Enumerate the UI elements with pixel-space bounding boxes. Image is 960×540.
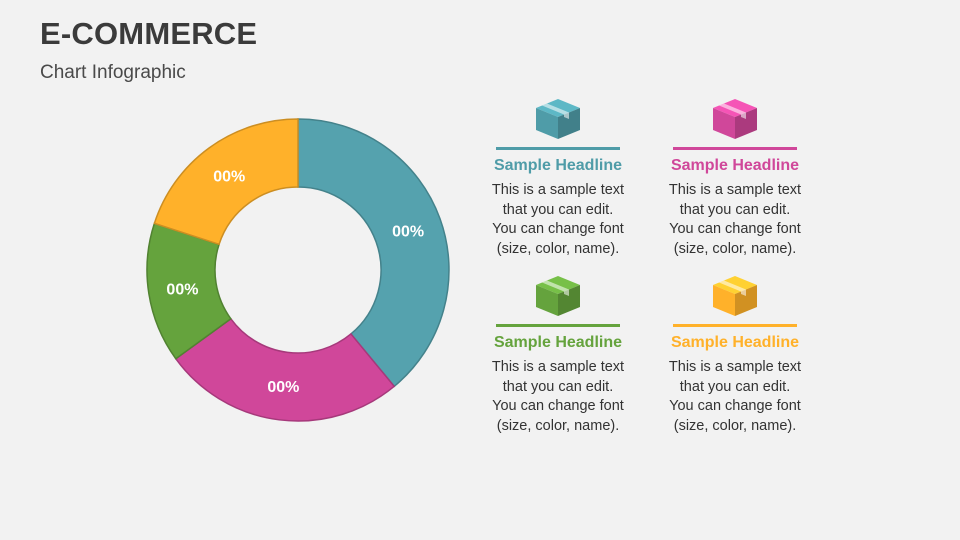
card-divider — [673, 147, 797, 150]
card-body-text: This is a sample text that you can edit.… — [491, 359, 625, 434]
info-card-2: Sample Headline This is a sample text th… — [645, 97, 825, 259]
box-icon — [536, 99, 580, 139]
donut-slice-label-4: 00% — [213, 168, 245, 185]
card-body-text: This is a sample text that you can edit.… — [491, 182, 625, 257]
page-title: E-COMMERCE — [40, 16, 258, 51]
box-icon — [713, 276, 757, 316]
info-card-4: Sample Headline This is a sample text th… — [645, 274, 825, 436]
info-card-3: Sample Headline This is a sample text th… — [468, 274, 648, 436]
page-subtitle: Chart Infographic — [40, 62, 186, 83]
card-headline: Sample Headline — [493, 157, 623, 174]
card-body-text: This is a sample text that you can edit.… — [668, 359, 802, 434]
donut-slice-label-1: 00% — [392, 223, 424, 240]
card-divider — [673, 324, 797, 327]
card-divider — [496, 324, 620, 327]
donut-slice-label-2: 00% — [267, 379, 299, 396]
box-icon — [713, 99, 757, 139]
card-headline: Sample Headline — [493, 334, 623, 351]
card-headline: Sample Headline — [670, 334, 800, 351]
donut-slice-4 — [153, 118, 299, 246]
box-icon — [536, 276, 580, 316]
info-card-1: Sample Headline This is a sample text th… — [468, 97, 648, 259]
donut-slice-1 — [297, 118, 450, 388]
donut-slice-2 — [174, 317, 396, 422]
card-body-text: This is a sample text that you can edit.… — [668, 182, 802, 257]
donut-slice-label-3: 00% — [166, 281, 198, 298]
card-headline: Sample Headline — [670, 157, 800, 174]
card-divider — [496, 147, 620, 150]
